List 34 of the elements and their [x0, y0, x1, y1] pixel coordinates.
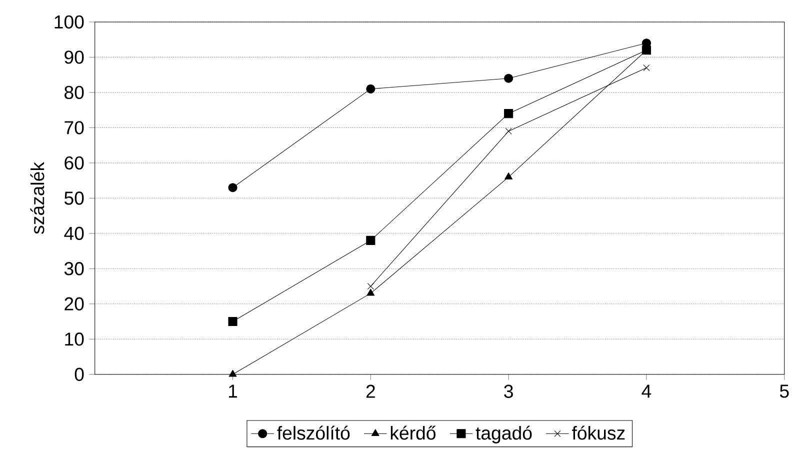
y-tick-label: 0 [74, 368, 84, 381]
point [642, 46, 651, 55]
legend-label: felszólító [277, 426, 350, 440]
point [505, 128, 512, 134]
y-tick-label: 90 [64, 50, 84, 64]
y-tick-label: 40 [64, 226, 84, 240]
y-tick-label: 70 [64, 120, 84, 134]
x-tick-label: 3 [504, 384, 513, 398]
point [504, 172, 513, 180]
x-tick-label: 2 [366, 384, 375, 398]
x-tick-label: 5 [780, 384, 789, 398]
y-tick-label: 80 [64, 86, 84, 99]
legend-label: fókusz [572, 426, 625, 440]
point [504, 108, 514, 118]
point [366, 288, 375, 296]
legend-label: kérdő [390, 426, 436, 440]
point [367, 282, 374, 290]
point [643, 64, 650, 71]
y-tick-label: 100 [54, 15, 84, 28]
point [228, 316, 238, 326]
point [228, 182, 238, 192]
point [228, 370, 237, 377]
x-tick-label: 1 [228, 384, 238, 398]
y-tick-label: 10 [65, 332, 84, 346]
legend-label: tagadó [476, 426, 532, 444]
point [366, 84, 376, 94]
y-tick-label: 20 [64, 297, 84, 310]
point [504, 74, 514, 83]
y-tick-label: 60 [64, 156, 84, 170]
y-tick-label: 50 [64, 191, 84, 205]
x-tick-label: 4 [642, 384, 652, 398]
point [366, 236, 376, 245]
y-tick-label: 30 [64, 262, 84, 276]
y-axis-title: százalék [30, 162, 44, 234]
